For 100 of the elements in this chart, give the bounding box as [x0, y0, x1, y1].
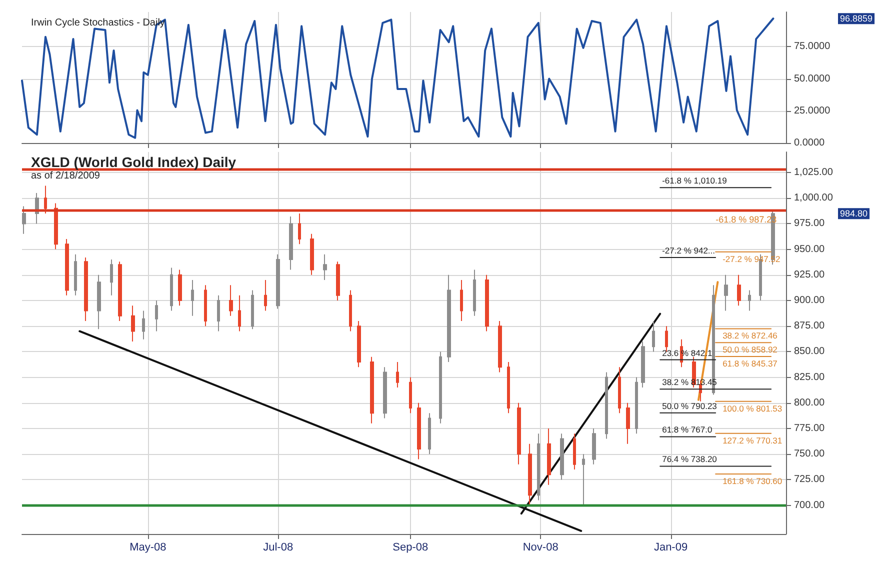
candlestick	[44, 185, 47, 214]
y-tick-label: 775.00	[794, 423, 826, 434]
candlestick	[573, 433, 576, 470]
y-tick-label: 825.00	[794, 372, 826, 383]
candlestick	[276, 254, 280, 310]
candlestick	[229, 284, 233, 316]
candlestick	[592, 428, 596, 465]
candlestick	[748, 290, 751, 312]
candlestick	[537, 433, 540, 501]
y-tick-label: 750.00	[794, 448, 826, 460]
y-tick-label: 925.00	[794, 269, 826, 280]
candlestick	[737, 274, 741, 306]
chart-title: XGLD (World Gold Index) Daily	[31, 154, 236, 170]
candlestick	[65, 238, 69, 296]
candlestick	[485, 274, 489, 332]
y-tick-label: 900.00	[794, 295, 826, 306]
y-tick-label: 975.00	[794, 218, 826, 230]
series-label: 50.0 % 858.92	[722, 344, 778, 355]
candlestick	[264, 280, 267, 312]
candlestick	[507, 361, 510, 414]
candlestick	[110, 259, 113, 296]
annotation: -61.8 % 987.23	[716, 214, 777, 225]
candlestick	[409, 376, 412, 414]
candlestick	[349, 290, 352, 332]
x-tick-label: Sep-08	[392, 542, 428, 554]
y-tick-label: 0.0000	[794, 138, 826, 148]
y-tick-label: 725.00	[794, 474, 826, 486]
x-tick-label: Jul-08	[263, 542, 294, 554]
y-tick-label: 25.0000	[794, 105, 831, 116]
candlestick	[217, 294, 220, 332]
series-label: 38.2 % 872.46	[722, 330, 778, 341]
candlestick	[396, 361, 399, 388]
candlestick	[251, 290, 254, 330]
series-label: 61.8 % 767.0	[662, 424, 712, 435]
candlestick	[447, 274, 451, 362]
text: 96.8859	[840, 14, 873, 24]
x-tick-label: Nov-08	[522, 542, 558, 554]
candlestick	[605, 372, 608, 440]
y-tick-label: 700.00	[794, 500, 826, 511]
line-series	[21, 18, 774, 139]
candlestick	[473, 269, 476, 316]
x-tick-label: Jan-09	[654, 542, 688, 554]
candlestick	[238, 294, 241, 332]
candlestick	[498, 320, 502, 373]
candlestick	[383, 366, 387, 419]
series-label: 127.2 % 770.31	[722, 435, 782, 446]
candlestick	[310, 233, 314, 276]
candlestick	[298, 212, 301, 245]
candlestick	[289, 216, 293, 270]
y-tick-label: 850.00	[794, 346, 826, 358]
series-label: 61.8 % 845.37	[722, 358, 778, 368]
candlestick	[517, 402, 521, 465]
x-tick-label: May-08	[130, 542, 166, 554]
y-tick-label: 875.00	[794, 320, 826, 332]
candlestick	[336, 261, 340, 301]
y-tick-label: 950.00	[794, 244, 826, 255]
y-tick-label: 800.00	[794, 397, 826, 408]
text: as of 2/18/2009	[31, 170, 100, 182]
candlestick	[635, 376, 638, 434]
candlestick	[652, 320, 655, 352]
candlestick	[170, 267, 173, 312]
candlestick	[357, 320, 361, 368]
candlestick	[97, 274, 101, 330]
candlestick	[439, 351, 442, 424]
series-label: 76.4 % 738.20	[662, 454, 718, 464]
candlestick	[155, 300, 158, 332]
candlestick	[626, 402, 630, 444]
candlestick	[560, 433, 564, 480]
y-tick-label: 50.0000	[794, 73, 831, 84]
candlestick	[204, 284, 207, 327]
candlestick	[142, 310, 145, 340]
candlestick	[191, 280, 194, 316]
candlestick	[323, 254, 327, 281]
candlestick	[417, 402, 421, 460]
candlestick	[370, 356, 374, 424]
candlestick	[641, 340, 645, 388]
y-tick-label: 75.0000	[794, 41, 831, 52]
candlestick	[54, 202, 58, 250]
candlestick	[22, 206, 26, 234]
candlestick	[618, 366, 621, 414]
text: 984.80	[840, 208, 868, 219]
candlestick	[460, 280, 463, 322]
y-tick-label: 1,000.00	[794, 192, 834, 204]
series-label: 161.8 % 730.60	[722, 476, 782, 486]
candlestick	[74, 254, 77, 296]
series-label: 50.0 % 790.23	[662, 400, 718, 411]
candlestick	[547, 428, 551, 486]
candlestick	[582, 454, 585, 506]
candlestick	[680, 338, 683, 368]
series-label: -61.8 % 1,010.19	[662, 176, 728, 186]
candlestick	[528, 443, 532, 506]
candlestick	[131, 305, 135, 342]
candlestick	[178, 269, 182, 306]
series-label: 100.0 % 801.53	[722, 403, 782, 414]
candlestick	[84, 256, 88, 322]
candlestick	[428, 412, 431, 455]
candlestick	[118, 261, 122, 322]
y-tick-label: 1,025.00	[794, 166, 834, 178]
series-label: -27.2 % 942...	[662, 245, 716, 256]
candlestick	[724, 274, 728, 312]
